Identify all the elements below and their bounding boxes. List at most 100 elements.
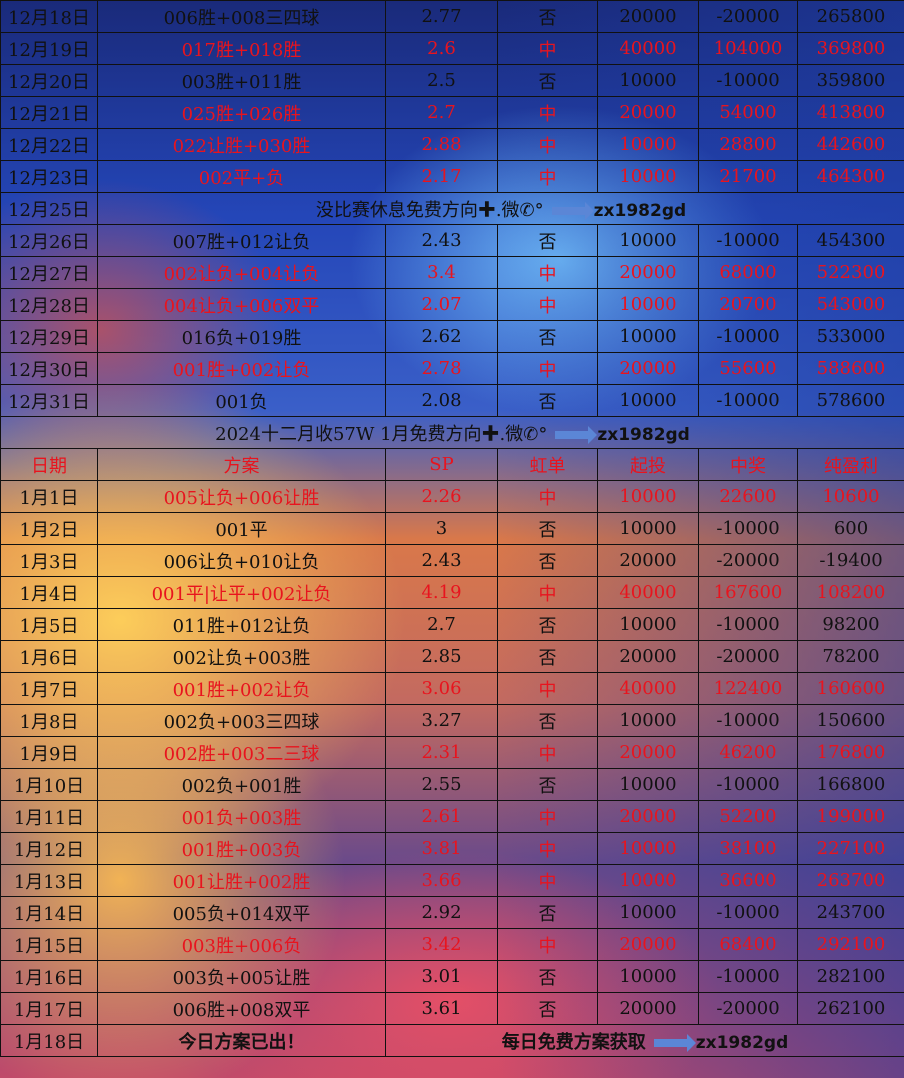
hit-cell: 中 [497,928,598,961]
prize-cell: 68400 [698,928,798,961]
hit-cell: 中 [497,32,598,65]
rest-note-text: 没比赛休息免费方向✚.微✆° [315,199,544,221]
date-cell: 12月28日 [0,288,98,321]
table-row: 12月27日 002让负+004让负 3.4 中 20000 68000 522300 [0,256,904,289]
plan-cell: 001胜+003负 [97,832,386,865]
hit-cell: 否 [497,320,598,353]
table-row: 1月16日 003负+005让胜 3.01 否 10000 -10000 282100 [0,960,904,993]
date-cell: 12月23日 [0,160,98,193]
date-cell: 1月12日 [0,832,98,865]
date-cell: 12月29日 [0,320,98,353]
sp-cell: 3.61 [385,992,498,1025]
prize-cell: -10000 [698,896,798,929]
arrow-right-icon [551,201,594,220]
date-cell: 1月8日 [0,704,98,737]
date-cell: 1月3日 [0,544,98,577]
plan-cell: 025胜+026胜 [97,96,386,129]
rest-day-note: 没比赛休息免费方向✚.微✆° zx1982gd [97,192,904,225]
date-cell: 1月5日 [0,608,98,641]
stake-cell: 40000 [597,672,699,705]
table-row: 1月9日 002胜+003二三球 2.31 中 20000 46200 176800 [0,736,904,769]
sp-cell: 2.55 [385,768,498,801]
header-stake: 起投 [597,448,699,481]
stake-cell: 20000 [597,640,699,673]
hit-cell: 中 [497,96,598,129]
date-cell: 1月15日 [0,928,98,961]
plan-cell: 005让负+006让胜 [97,480,386,513]
stake-cell: 10000 [597,768,699,801]
date-cell: 12月21日 [0,96,98,129]
prize-cell: -10000 [698,320,798,353]
date-cell: 1月6日 [0,640,98,673]
table-row: 12月22日 022让胜+030胜 2.88 中 10000 28800 442600 [0,128,904,161]
stake-cell: 10000 [597,384,699,417]
december-rows: 12月18日 006胜+008三四球 2.77 否 20000 -20000 265800 1… [0,0,904,417]
stake-cell: 10000 [597,896,699,929]
hit-cell: 否 [497,0,598,33]
profit-cell: 262100 [797,992,904,1025]
profit-cell: 600 [797,512,904,545]
table-row: 1月12日 001胜+003负 3.81 中 10000 38100 227100 [0,832,904,865]
sp-cell: 3.27 [385,704,498,737]
stake-cell: 40000 [597,32,699,65]
hit-cell: 否 [497,960,598,993]
prize-cell: 28800 [698,128,798,161]
prize-cell: 20700 [698,288,798,321]
stake-cell: 10000 [597,288,699,321]
today-date: 1月18日 [0,1024,98,1057]
prize-cell: -10000 [698,768,798,801]
hit-cell: 否 [497,992,598,1025]
stake-cell: 20000 [597,96,699,129]
prize-cell: -10000 [698,512,798,545]
header-prize: 中奖 [698,448,798,481]
sp-cell: 3.42 [385,928,498,961]
table-row: 12月29日 016负+019胜 2.62 否 10000 -10000 533000 [0,320,904,353]
prize-cell: -10000 [698,384,798,417]
prize-cell: -10000 [698,64,798,97]
sp-cell: 2.17 [385,160,498,193]
prize-cell: 46200 [698,736,798,769]
table-row: 12月18日 006胜+008三四球 2.77 否 20000 -20000 265800 [0,0,904,33]
wechat-id: zx1982gd [597,424,690,445]
prize-cell: 68000 [698,256,798,289]
profit-cell: 292100 [797,928,904,961]
table-row: 1月4日 001平|让平+002让负 4.19 中 40000 167600 108200 [0,576,904,609]
stake-cell: 10000 [597,224,699,257]
header-profit: 纯盈利 [797,448,904,481]
summary-row: 2024十二月收57W 1月免费方向✚.微✆° zx1982gd [0,416,904,449]
date-cell: 1月17日 [0,992,98,1025]
today-note: 每日免费方案获取 [501,1031,646,1053]
plan-cell: 011胜+012让负 [97,608,386,641]
table-row: 1月2日 001平 3 否 10000 -10000 600 [0,512,904,545]
stake-cell: 20000 [597,256,699,289]
table-row: 1月15日 003胜+006负 3.42 中 20000 68400 292100 [0,928,904,961]
plan-cell: 022让胜+030胜 [97,128,386,161]
profit-cell: 176800 [797,736,904,769]
plan-cell: 001平|让平+002让负 [97,576,386,609]
hit-cell: 否 [497,64,598,97]
stake-cell: 20000 [597,800,699,833]
sp-cell: 2.88 [385,128,498,161]
profit-cell: 98200 [797,608,904,641]
plan-cell: 017胜+018胜 [97,32,386,65]
profit-cell: 578600 [797,384,904,417]
prize-cell: -10000 [698,224,798,257]
hit-cell: 中 [497,352,598,385]
plan-cell: 001负+003胜 [97,800,386,833]
stake-cell: 10000 [597,128,699,161]
stake-cell: 10000 [597,160,699,193]
stake-cell: 20000 [597,992,699,1025]
hit-cell: 中 [497,800,598,833]
table-row: 1月6日 002让负+003胜 2.85 否 20000 -20000 78200 [0,640,904,673]
wechat-id: zx1982gd [695,1032,789,1053]
sp-cell: 3.81 [385,832,498,865]
stake-cell: 20000 [597,352,699,385]
profit-cell: 413800 [797,96,904,129]
hit-cell: 否 [497,544,598,577]
table-row: 1月14日 005负+014双平 2.92 否 10000 -10000 243700 [0,896,904,929]
profit-cell: 160600 [797,672,904,705]
today-row: 1月18日 今日方案已出！ 每日免费方案获取 zx1982gd [0,1024,904,1057]
prize-cell: -20000 [698,992,798,1025]
hit-cell: 否 [497,608,598,641]
